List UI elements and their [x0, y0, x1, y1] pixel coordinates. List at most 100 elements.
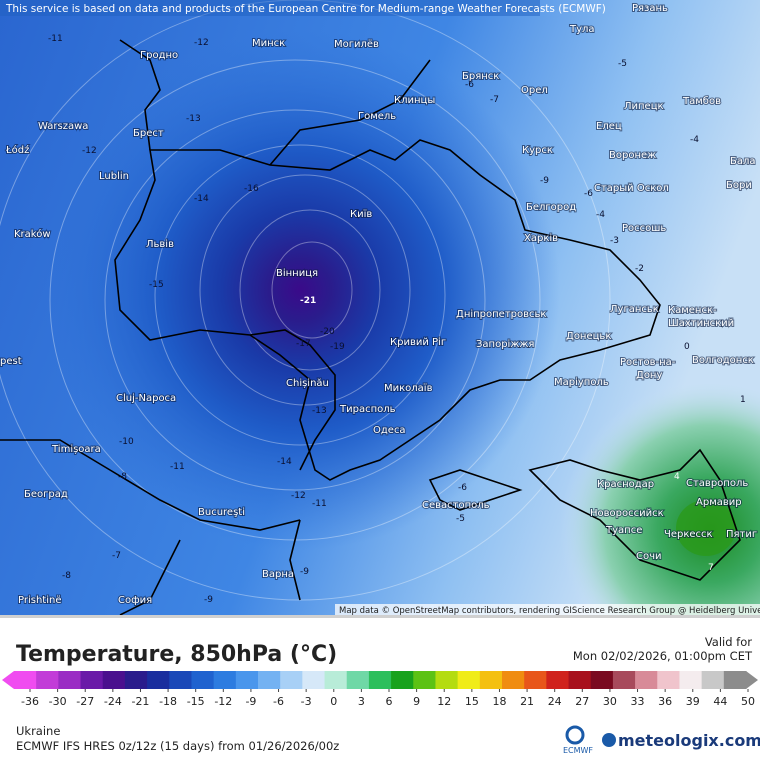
contour-label: -14 — [277, 457, 292, 467]
colorbar-segment — [502, 671, 525, 689]
contour-label: -9 — [540, 176, 549, 186]
colorbar-arrow-high — [746, 671, 758, 689]
city-label: Сочи — [636, 551, 662, 562]
colorbar-tick-label: -3 — [301, 695, 312, 708]
ecmwf-text: ECMWF — [563, 746, 593, 755]
attribution-bg — [335, 604, 760, 615]
notice-bg — [0, 0, 540, 16]
colorbar-segment — [524, 671, 547, 689]
contour-label: -4 — [596, 210, 605, 220]
city-label: Kraków — [14, 228, 51, 240]
contour-label: -12 — [82, 146, 97, 156]
colorbar-segment — [391, 671, 414, 689]
colorbar-tick-label: 44 — [713, 695, 727, 708]
contour-labels: -11 -12-13-12-14-16-15-21-17 -19-20-13-14-… — [48, 34, 746, 605]
city-label: Туапсе — [605, 525, 642, 536]
city-label: Warszawa — [38, 121, 88, 132]
city-label: Запоріжжя — [476, 338, 534, 350]
city-label: Волгодонск — [692, 355, 754, 366]
contour-label: -19 — [330, 342, 345, 352]
city-label: Харків — [524, 232, 558, 244]
colorbar-tick-label: 18 — [492, 695, 506, 708]
contour-label: -14 — [194, 194, 209, 204]
contour-label: 4 — [674, 472, 680, 482]
contour-label: -17 — [296, 339, 311, 349]
city-label: Београд — [24, 489, 68, 500]
colorbar-segment — [590, 671, 614, 689]
colorbar-segment — [169, 671, 192, 689]
city-label: Варна — [262, 569, 294, 580]
ecmwf-logo — [565, 725, 585, 745]
city-label: Минск — [252, 38, 285, 49]
city-label: Гродно — [140, 50, 178, 61]
colorbar-segment — [36, 671, 59, 689]
city-label: София — [118, 595, 152, 606]
city-label: Донецьк — [566, 331, 611, 342]
colorbar-tick-label: 15 — [465, 695, 479, 708]
warm-area — [480, 380, 760, 615]
colorbar-segment — [723, 671, 747, 689]
city-label: Миколаїв — [384, 383, 433, 394]
city-label: Київ — [350, 209, 372, 220]
colorbar-tick-label: 36 — [658, 695, 672, 708]
contour-label: -12 — [194, 38, 209, 48]
contour-label: -9 — [204, 595, 213, 605]
contour-label: -13 — [312, 406, 327, 416]
city-label: Луганськ — [610, 304, 659, 315]
colorbar-tick-label: 12 — [437, 695, 451, 708]
contour-label: -20 — [320, 327, 335, 337]
brand: meteologix.com — [618, 731, 760, 750]
colorbar-tick-label: -9 — [245, 695, 256, 708]
city-label: pest — [0, 356, 22, 367]
city-label: Черкесск — [664, 529, 713, 540]
contour-label: -5 — [618, 59, 627, 69]
contour-label: -2 — [635, 264, 644, 274]
city-label: Львів — [146, 238, 174, 250]
contour-label: -13 — [186, 114, 201, 124]
colorbar-tick-label: 24 — [548, 695, 562, 708]
colorbar-segment — [14, 671, 37, 689]
warm-core — [676, 500, 736, 556]
city-label: Липецк — [624, 101, 664, 112]
city-label: Тула — [569, 24, 595, 35]
contour-label: -5 — [456, 514, 465, 524]
colorbar-segment — [368, 671, 392, 689]
city-label: Кривий Ріг — [390, 336, 446, 348]
colorbar-segment — [568, 671, 592, 689]
contour-label: -11 — [48, 34, 63, 44]
colorbar-tick-label: 9 — [413, 695, 420, 708]
colorbar-tick-label: -18 — [159, 695, 177, 708]
colorbar-tick-label: -30 — [49, 695, 67, 708]
colorbar-segment — [479, 671, 503, 689]
contour-label: -12 — [291, 491, 306, 501]
colorbar-segment — [102, 671, 126, 689]
contour-label: 7 — [708, 563, 714, 573]
city-label: Орел — [521, 85, 548, 96]
city-label: Łódź — [5, 144, 29, 156]
city-label: Каменск- — [668, 305, 717, 316]
notice: This service is based on data and produc… — [5, 3, 606, 15]
city-label: Одеса — [373, 425, 406, 436]
colorbar-tick-label: 30 — [603, 695, 617, 708]
colorbar-segment — [435, 671, 459, 689]
city-label: Бори — [726, 180, 752, 191]
colorbar-segment — [258, 671, 281, 689]
contour-label: -8 — [62, 571, 71, 581]
contour-label: -16 — [244, 184, 259, 194]
city-label: Брянск — [462, 71, 499, 82]
colorbar-segment — [346, 671, 370, 689]
contour-label: -6 — [465, 80, 474, 90]
city-label: Старый Оскол — [594, 183, 669, 194]
colorbar-tick-label: 39 — [686, 695, 700, 708]
map: Гродно Минск Могилёв Тула Рязань Warszawa Брес… — [0, 0, 760, 616]
contour-label: -7 — [112, 551, 121, 561]
colorbar-tick-label: 6 — [386, 695, 393, 708]
city-label: Воронеж — [609, 150, 656, 161]
city-label: Шахтинский — [668, 318, 734, 329]
colorbar-segment — [612, 671, 636, 689]
city-label: Новороссийск — [590, 508, 664, 519]
contour-label: -21 — [300, 296, 316, 306]
colorbar-tick-label: 33 — [631, 695, 645, 708]
city-label: Краснодар — [597, 479, 654, 490]
